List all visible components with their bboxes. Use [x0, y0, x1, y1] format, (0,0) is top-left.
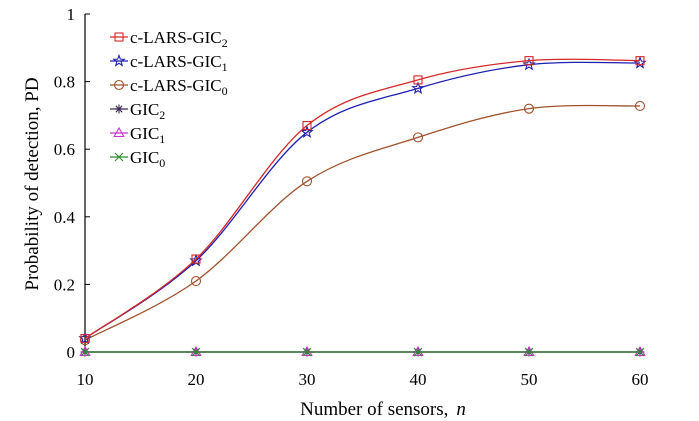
- legend-label-subscript: 2: [222, 36, 228, 50]
- legend-entry: GIC1: [110, 124, 165, 146]
- legend-entry: GIC0: [110, 148, 165, 170]
- square-marker: [191, 254, 201, 264]
- legend-label-name: c-LARS-GIC: [130, 52, 222, 71]
- legend-label-name: GIC: [130, 148, 159, 167]
- series-c-lars-gic-2: [80, 56, 645, 344]
- legend-label-subscript: 1: [222, 60, 228, 74]
- legend: c-LARS-GIC2c-LARS-GIC1c-LARS-GIC0GIC2GIC…: [110, 28, 228, 170]
- x-marker: [114, 152, 124, 162]
- legend-label: c-LARS-GIC1: [130, 52, 228, 74]
- x-tick-label: 30: [299, 370, 316, 389]
- legend-label-name: c-LARS-GIC: [130, 76, 222, 95]
- series-gic-0: [80, 347, 645, 357]
- x-marker: [191, 347, 201, 357]
- star-marker: [411, 81, 425, 95]
- square-marker: [114, 32, 124, 42]
- series-line: [84, 61, 641, 340]
- x-tick-label: 40: [410, 370, 427, 389]
- x-marker-stroke: [413, 347, 423, 357]
- legend-entry: c-LARS-GIC1: [110, 52, 228, 74]
- triangle-marker: [523, 345, 535, 357]
- y-tick-label: 0.4: [54, 208, 76, 227]
- series-line: [84, 104, 641, 341]
- square-marker: [302, 120, 312, 131]
- y-tick-label: 1: [67, 5, 76, 24]
- x-tick-label: 60: [632, 370, 649, 389]
- x-tick-label: 50: [521, 370, 538, 389]
- x-marker: [80, 347, 90, 357]
- triangle-marker: [634, 345, 646, 357]
- circle-marker: [301, 176, 313, 187]
- x-marker-stroke: [524, 347, 534, 357]
- circle-marker: [190, 275, 202, 287]
- legend-label-name: c-LARS-GIC: [130, 28, 222, 47]
- y-axis-title: Probability of detection, PD: [22, 77, 43, 290]
- legend-label-name: GIC: [130, 100, 159, 119]
- x-marker-stroke: [191, 347, 201, 357]
- legend-label: GIC1: [130, 124, 165, 146]
- circle-marker: [113, 79, 125, 91]
- series-line: [84, 58, 641, 340]
- legend-entry: c-LARS-GIC2: [110, 28, 228, 50]
- series-c-lars-gic-0: [79, 100, 646, 346]
- x-marker-stroke: [635, 347, 645, 357]
- x-marker: [635, 347, 645, 357]
- square-marker: [80, 333, 90, 344]
- circle-marker: [634, 100, 646, 111]
- triangle-marker: [79, 345, 91, 357]
- triangle-marker: [190, 345, 202, 357]
- legend-label-subscript: 0: [159, 156, 165, 170]
- x-marker-stroke: [80, 347, 90, 357]
- star-marker: [112, 53, 126, 67]
- x-tick-label: 10: [77, 370, 94, 389]
- x-marker-stroke: [302, 347, 312, 357]
- x-axis-title: Number of sensors, n: [300, 399, 466, 420]
- x-marker: [302, 347, 312, 357]
- legend-entry: GIC2: [110, 100, 165, 122]
- x-marker-stroke: [114, 152, 124, 162]
- square-marker: [524, 56, 534, 66]
- star-marker: [300, 125, 314, 139]
- x-marker: [413, 347, 423, 357]
- series-layer: [78, 55, 647, 357]
- square-marker: [635, 56, 645, 66]
- series-gic-1: [79, 345, 646, 357]
- circle-marker: [412, 132, 424, 143]
- x-tick-label: 20: [188, 370, 205, 389]
- legend-entry: c-LARS-GIC0: [110, 76, 228, 98]
- legend-label: GIC0: [130, 148, 165, 170]
- legend-label-subscript: 2: [159, 108, 165, 122]
- circle-marker: [523, 103, 535, 114]
- y-tick-label: 0.6: [54, 140, 75, 159]
- asterisk-marker: [114, 104, 124, 114]
- legend-label-subscript: 1: [159, 132, 165, 146]
- legend-label-subscript: 0: [222, 84, 228, 98]
- legend-label: c-LARS-GIC2: [130, 28, 228, 50]
- triangle-marker: [113, 126, 125, 138]
- y-tick-label: 0: [67, 343, 76, 362]
- legend-label: GIC2: [130, 100, 165, 122]
- triangle-marker: [412, 345, 424, 357]
- asterisk-marker-stroke: [115, 105, 123, 113]
- legend-label-name: GIC: [130, 124, 159, 143]
- legend-label: c-LARS-GIC0: [130, 76, 228, 98]
- y-tick-label: 0.8: [54, 73, 75, 92]
- square-marker: [413, 75, 423, 85]
- y-tick-label: 0.2: [54, 275, 75, 294]
- triangle-marker: [301, 345, 313, 357]
- x-marker: [524, 347, 534, 357]
